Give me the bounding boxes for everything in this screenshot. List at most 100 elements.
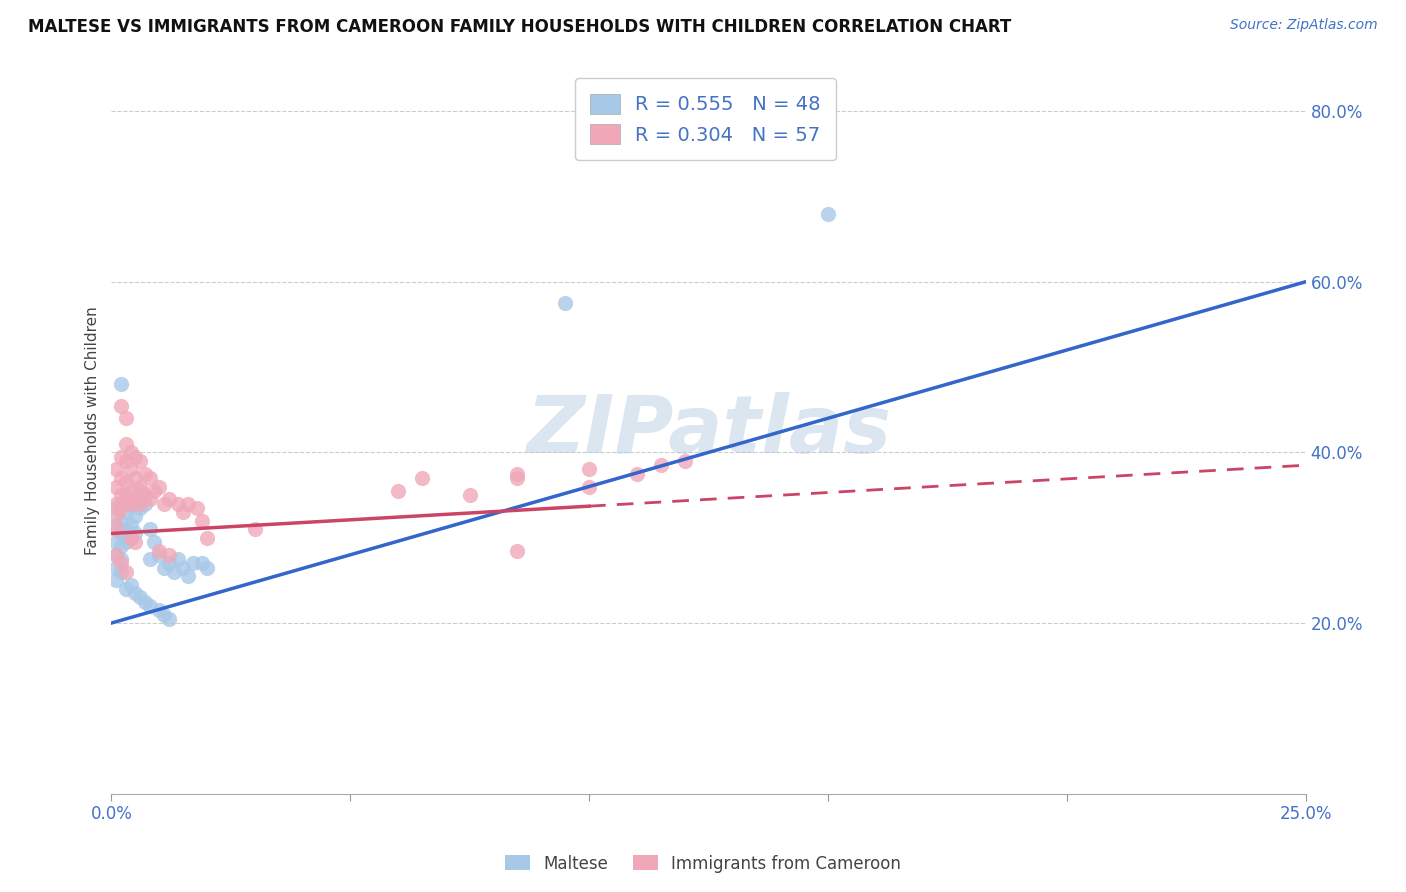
Point xyxy=(148,603,170,617)
Point xyxy=(110,557,132,571)
Point xyxy=(129,483,152,498)
Point xyxy=(138,599,160,613)
Text: MALTESE VS IMMIGRANTS FROM CAMEROON FAMILY HOUSEHOLDS WITH CHILDREN CORRELATION : MALTESE VS IMMIGRANTS FROM CAMEROON FAMI… xyxy=(28,18,1011,36)
Point xyxy=(120,531,142,545)
Point xyxy=(817,206,839,220)
Point xyxy=(105,548,128,562)
Point xyxy=(153,607,176,622)
Point xyxy=(110,500,132,515)
Point xyxy=(195,531,218,545)
Point xyxy=(114,437,136,451)
Point xyxy=(124,586,146,600)
Point xyxy=(110,539,132,553)
Point xyxy=(411,471,433,485)
Point xyxy=(110,526,132,541)
Point xyxy=(120,462,142,476)
Point xyxy=(110,497,132,511)
Point xyxy=(120,483,142,498)
Point xyxy=(120,445,142,459)
Point xyxy=(114,535,136,549)
Point xyxy=(129,479,152,493)
Legend: R = 0.555   N = 48, R = 0.304   N = 57: R = 0.555 N = 48, R = 0.304 N = 57 xyxy=(575,78,837,161)
Point xyxy=(506,467,529,481)
Point xyxy=(650,458,672,473)
Point xyxy=(138,471,160,485)
Point xyxy=(105,517,128,532)
Point xyxy=(105,500,128,515)
Point xyxy=(157,557,180,571)
Point xyxy=(172,560,194,574)
Point xyxy=(148,548,170,562)
Point xyxy=(177,497,200,511)
Point xyxy=(124,471,146,485)
Point xyxy=(157,548,180,562)
Point xyxy=(554,296,576,310)
Point xyxy=(157,492,180,507)
Point xyxy=(186,500,208,515)
Point xyxy=(578,462,600,476)
Point xyxy=(105,462,128,476)
Point xyxy=(134,488,156,502)
Point xyxy=(110,565,132,579)
Point xyxy=(114,475,136,490)
Point xyxy=(110,514,132,528)
Point xyxy=(191,514,214,528)
Point xyxy=(110,377,132,392)
Point xyxy=(105,535,128,549)
Point xyxy=(105,548,128,562)
Y-axis label: Family Households with Children: Family Households with Children xyxy=(86,307,100,556)
Point xyxy=(506,471,529,485)
Point xyxy=(124,492,146,507)
Point xyxy=(105,497,128,511)
Point xyxy=(191,557,214,571)
Point xyxy=(114,454,136,468)
Point xyxy=(120,577,142,591)
Text: ZIPatlas: ZIPatlas xyxy=(526,392,891,470)
Point xyxy=(124,526,146,541)
Legend: Maltese, Immigrants from Cameroon: Maltese, Immigrants from Cameroon xyxy=(498,848,908,880)
Point xyxy=(120,531,142,545)
Point xyxy=(129,500,152,515)
Point xyxy=(167,497,190,511)
Point xyxy=(673,454,696,468)
Point xyxy=(110,450,132,464)
Point xyxy=(138,552,160,566)
Point xyxy=(114,522,136,536)
Point xyxy=(114,582,136,596)
Text: Source: ZipAtlas.com: Source: ZipAtlas.com xyxy=(1230,18,1378,32)
Point xyxy=(110,471,132,485)
Point xyxy=(157,612,180,626)
Point xyxy=(105,479,128,493)
Point xyxy=(114,492,136,507)
Point xyxy=(129,591,152,605)
Point xyxy=(167,552,190,566)
Point xyxy=(181,557,204,571)
Point xyxy=(143,535,166,549)
Point xyxy=(506,543,529,558)
Point xyxy=(138,492,160,507)
Point xyxy=(124,535,146,549)
Point xyxy=(114,488,136,502)
Point xyxy=(195,560,218,574)
Point xyxy=(162,565,184,579)
Point xyxy=(120,517,142,532)
Point xyxy=(105,560,128,574)
Point xyxy=(134,497,156,511)
Point xyxy=(114,565,136,579)
Point xyxy=(120,497,142,511)
Point xyxy=(153,497,176,511)
Point xyxy=(134,467,156,481)
Point xyxy=(129,497,152,511)
Point xyxy=(105,574,128,588)
Point xyxy=(105,522,128,536)
Point xyxy=(120,497,142,511)
Point xyxy=(387,483,409,498)
Point xyxy=(105,509,128,524)
Point xyxy=(143,483,166,498)
Point xyxy=(134,595,156,609)
Point xyxy=(458,488,481,502)
Point xyxy=(148,543,170,558)
Point xyxy=(110,399,132,413)
Point xyxy=(148,479,170,493)
Point xyxy=(124,450,146,464)
